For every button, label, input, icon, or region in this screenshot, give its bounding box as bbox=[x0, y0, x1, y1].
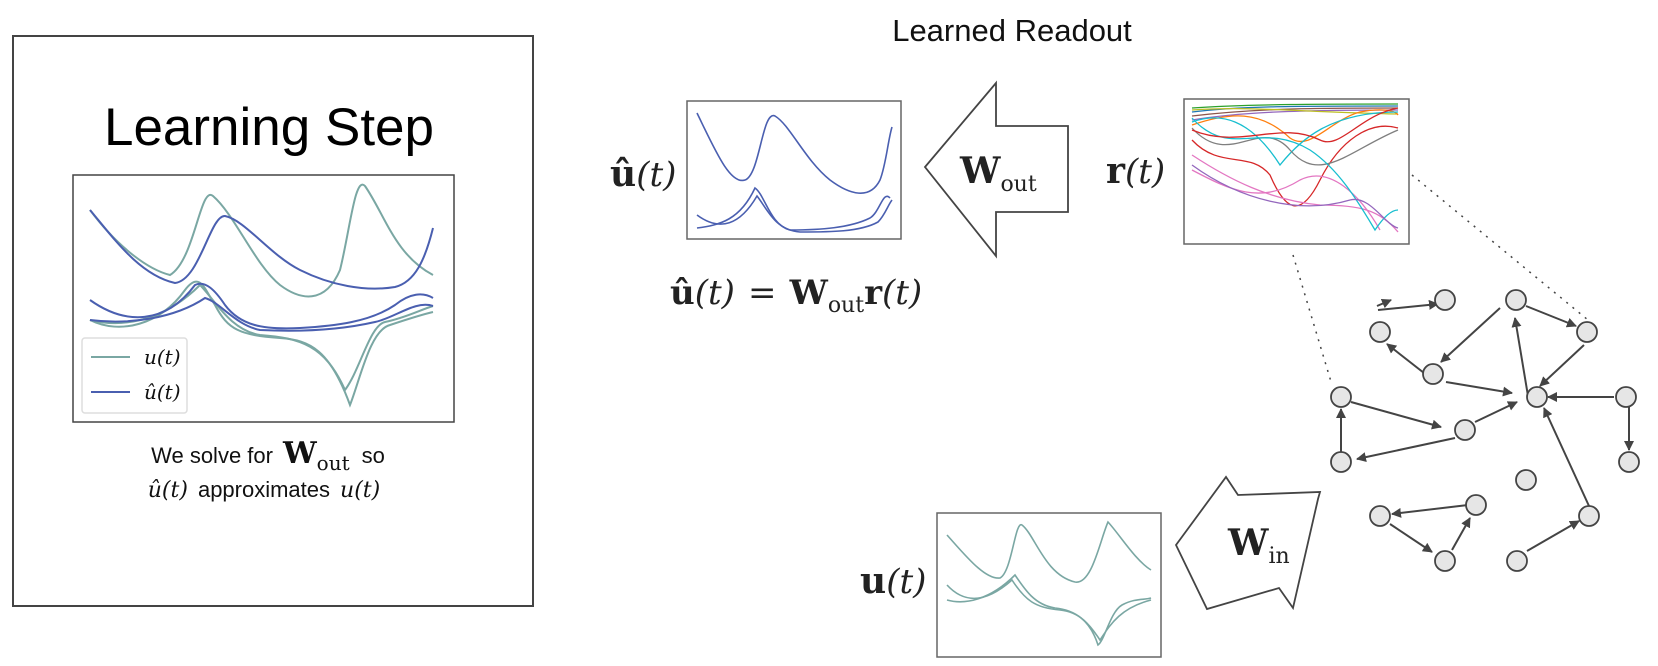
network-edge bbox=[1445, 381, 1513, 397]
uhat-curve-mid bbox=[89, 296, 434, 332]
network-node bbox=[1526, 386, 1548, 408]
network-edge bbox=[1539, 344, 1585, 387]
state-curve bbox=[1191, 103, 1399, 109]
network-edge bbox=[1377, 299, 1439, 311]
state-curve bbox=[1191, 111, 1399, 167]
input-curve-mid bbox=[946, 578, 1152, 642]
network-node bbox=[1505, 289, 1527, 311]
network-edge bbox=[1356, 437, 1456, 463]
network-node bbox=[1330, 451, 1352, 473]
uhat-curve-lower bbox=[89, 282, 434, 330]
learning-step-panel: Learning Step u(t) û(t) We solve for Wo bbox=[12, 35, 534, 607]
reservoir-state-curves bbox=[1191, 103, 1399, 233]
network-node bbox=[1465, 494, 1487, 516]
network-node bbox=[1434, 289, 1456, 311]
network-node bbox=[1330, 386, 1352, 408]
readout-plot bbox=[686, 100, 902, 240]
network-edge bbox=[1386, 343, 1425, 374]
network-node bbox=[1578, 505, 1600, 527]
win-arrow: Win bbox=[1174, 475, 1322, 611]
learning-step-title: Learning Step bbox=[104, 98, 434, 157]
legend-label-uhat: û(t) bbox=[144, 380, 181, 404]
r-label: r(t) bbox=[1106, 150, 1165, 192]
reservoir-network bbox=[1330, 289, 1640, 572]
connector-dotted-left bbox=[1292, 254, 1333, 386]
network-edge bbox=[1525, 305, 1577, 328]
uhat-curve-upper bbox=[89, 209, 434, 290]
input-plot bbox=[936, 512, 1162, 658]
network-node bbox=[1618, 451, 1640, 473]
state-curve bbox=[1191, 109, 1399, 121]
state-curve bbox=[1191, 107, 1399, 117]
learning-fit-plot: u(t) û(t) bbox=[72, 174, 455, 423]
learned-readout-header: Learned Readout bbox=[892, 13, 1132, 48]
network-node bbox=[1506, 550, 1528, 572]
network-edge bbox=[1350, 401, 1442, 430]
readout-curve-lower-b bbox=[696, 194, 893, 233]
state-curve bbox=[1191, 127, 1399, 166]
uhat-label: û(t) bbox=[610, 153, 676, 195]
network-edge bbox=[1543, 407, 1590, 507]
caption-line-2: û(t) approximates u(t) bbox=[148, 477, 380, 503]
reservoir-states-plot bbox=[1183, 98, 1410, 245]
win-label: Win bbox=[1227, 522, 1290, 569]
wout-label: Wout bbox=[959, 150, 1037, 197]
plot-legend: u(t) û(t) bbox=[81, 337, 188, 414]
network-node bbox=[1369, 505, 1391, 527]
network-node bbox=[1515, 469, 1537, 491]
network-edge bbox=[1511, 317, 1529, 397]
network-edge bbox=[1474, 401, 1518, 423]
state-curve bbox=[1191, 107, 1399, 143]
network-edge bbox=[1526, 520, 1580, 552]
readout-curve-upper bbox=[696, 112, 893, 194]
network-edge bbox=[1391, 504, 1469, 518]
network-edge bbox=[1451, 517, 1471, 551]
network-node bbox=[1615, 386, 1637, 408]
network-edge bbox=[1376, 298, 1392, 309]
network-node bbox=[1434, 550, 1456, 572]
legend-label-u: u(t) bbox=[144, 345, 181, 369]
network-node bbox=[1454, 419, 1476, 441]
u-curve-upper bbox=[89, 183, 434, 298]
network-node bbox=[1422, 363, 1444, 385]
input-curve-upper bbox=[946, 520, 1152, 583]
state-curve bbox=[1191, 109, 1399, 143]
network-node bbox=[1369, 321, 1391, 343]
state-curve bbox=[1191, 164, 1399, 229]
network-edge bbox=[1389, 523, 1433, 553]
readout-equation: û(t) = Woutr(t) bbox=[670, 273, 922, 318]
state-curve bbox=[1191, 105, 1399, 113]
network-edge bbox=[1440, 307, 1501, 363]
wout-arrow: Wout bbox=[923, 80, 1069, 259]
caption-line-1: We solve for Wout so bbox=[151, 436, 385, 475]
u-label: u(t) bbox=[860, 560, 926, 602]
network-node bbox=[1576, 321, 1598, 343]
state-curve bbox=[1191, 108, 1399, 115]
